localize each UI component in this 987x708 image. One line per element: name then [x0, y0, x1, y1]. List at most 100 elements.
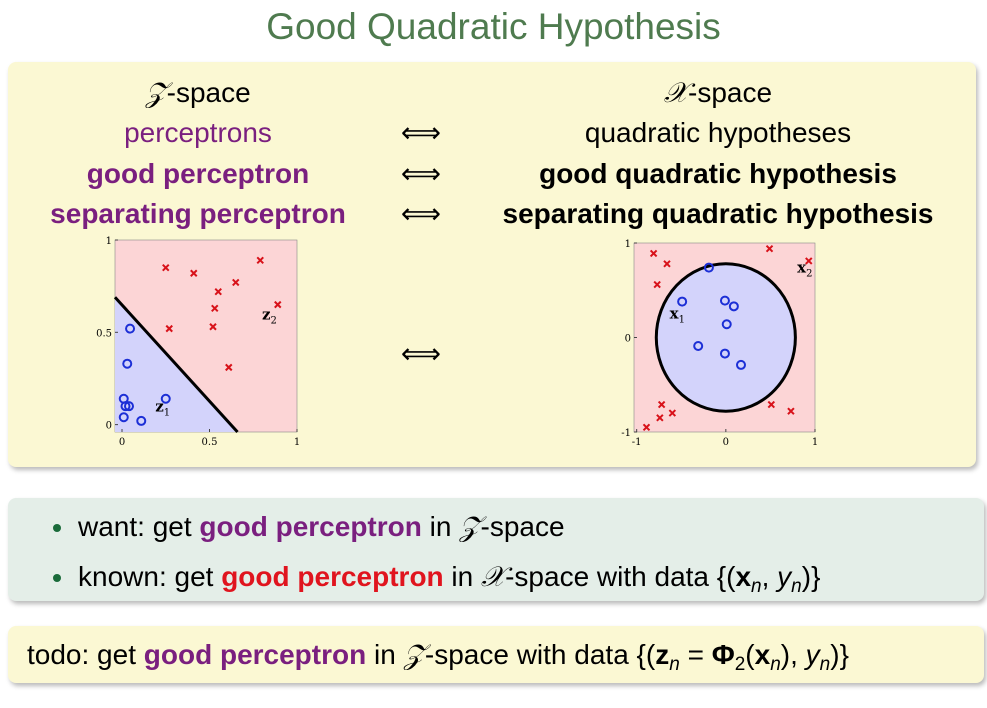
- y-tick-label: 0: [106, 421, 112, 432]
- text-run: 𝒵: [459, 510, 481, 543]
- text-run: -space with data {(: [505, 561, 736, 592]
- positive-point: [124, 401, 134, 412]
- label-text: z: [155, 398, 164, 416]
- x-tick-label: 0: [723, 437, 729, 448]
- text-run: y: [805, 639, 820, 670]
- x-tick-label: -1: [632, 437, 642, 448]
- text-run: 𝒳: [663, 76, 689, 109]
- text-run: )}: [830, 639, 849, 670]
- point-label: x1: [670, 305, 685, 326]
- text-run: in: [366, 639, 404, 670]
- row-right: 𝒳-space: [664, 76, 772, 110]
- negative-point: [668, 409, 677, 417]
- text-run: -space: [480, 511, 565, 542]
- x-tick-label: 1: [294, 437, 300, 448]
- positive-point: [160, 393, 171, 404]
- text-run: good perceptron: [86, 158, 310, 189]
- text-run: n: [791, 576, 802, 597]
- text-run: 𝒵: [145, 76, 167, 109]
- label-text: x: [797, 258, 807, 276]
- y-tick-label: 0: [625, 334, 631, 345]
- negative-point: [274, 300, 282, 309]
- point-label: z2: [262, 305, 277, 326]
- positive-point: [125, 323, 136, 334]
- text-run: 𝒳: [481, 560, 506, 593]
- text-run: x: [735, 561, 752, 592]
- negative-point: [657, 400, 666, 409]
- bullet-box: [8, 498, 984, 601]
- negative-point: [209, 323, 217, 331]
- text-run: -space: [688, 77, 773, 108]
- positive-point: [120, 401, 131, 412]
- negative-point: [656, 414, 664, 422]
- bullet-dot: [53, 574, 61, 582]
- negative-point: [805, 257, 813, 265]
- slide-title: Good Quadratic Hypothesis: [266, 6, 721, 47]
- text-run: todo: get: [27, 639, 144, 670]
- label-text: x: [670, 305, 680, 323]
- bullet: known: get good perceptron in 𝒳-space wi…: [78, 560, 820, 604]
- text-run: -space with data {(: [424, 639, 656, 670]
- negative-point: [165, 324, 173, 333]
- text-run: separating quadratic hypothesis: [502, 198, 934, 229]
- text-run: want: get: [78, 511, 200, 542]
- text-run: )}: [801, 561, 821, 592]
- text-run: perceptrons: [124, 117, 272, 148]
- text-run: good perceptron: [143, 639, 367, 670]
- text-run: (: [745, 639, 755, 670]
- negative-point: [649, 249, 658, 258]
- positive-point: [735, 359, 746, 370]
- positive-point: [721, 319, 732, 330]
- text-run: good perceptron: [221, 561, 444, 592]
- positive-point: [728, 301, 739, 312]
- negative-point: [214, 287, 222, 296]
- text-run: known: get: [78, 561, 222, 592]
- text-run: ,: [761, 561, 778, 592]
- x-tick-label: 0: [119, 437, 125, 448]
- negative-point: [190, 269, 198, 277]
- text-run: in: [443, 561, 482, 592]
- arrow: ⟺: [400, 338, 442, 369]
- row-right: good quadratic hypothesis: [539, 157, 897, 191]
- label-sub: 1: [679, 315, 685, 326]
- todo: todo: get good perceptron in 𝒵-space wit…: [27, 638, 849, 682]
- negative-point: [653, 280, 661, 289]
- text-run: -space: [166, 77, 251, 108]
- arrow: ⟺: [400, 117, 442, 148]
- text-run: =: [679, 639, 712, 670]
- negative-point: [232, 278, 240, 287]
- text-run: separating perceptron: [50, 198, 346, 229]
- todo-box: [8, 626, 984, 683]
- label-sub: 2: [271, 315, 277, 326]
- row-left: perceptrons: [124, 116, 272, 150]
- row-left: 𝒵-space: [145, 76, 250, 110]
- bullet-dot: [53, 524, 61, 532]
- row-left: good perceptron: [87, 157, 309, 191]
- text-run: ),: [780, 639, 806, 670]
- text-run: good perceptron: [199, 511, 422, 542]
- negative-point: [767, 400, 776, 409]
- text-run: Φ: [711, 639, 735, 670]
- text-run: 2: [734, 654, 746, 675]
- decision-boundary: [654, 262, 797, 413]
- negative-point: [225, 363, 233, 372]
- negative-point: [162, 263, 170, 272]
- label-text: z: [262, 305, 271, 323]
- x-tick-label: 0.5: [202, 437, 218, 448]
- row-right: quadratic hypotheses: [585, 116, 851, 150]
- x-tick-label: 1: [812, 437, 818, 448]
- negative-point: [663, 260, 671, 268]
- text-run: quadratic hypotheses: [584, 117, 852, 148]
- text-run: z: [655, 639, 670, 670]
- text-run: 𝒵: [403, 638, 425, 671]
- row-right: separating quadratic hypothesis: [503, 197, 934, 231]
- text-run: x: [754, 639, 771, 670]
- point-label: x2: [797, 258, 812, 279]
- positive-point: [703, 262, 714, 273]
- negative-point: [787, 407, 795, 415]
- y-tick-label: 1: [625, 239, 631, 250]
- text-run: good quadratic hypothesis: [539, 158, 897, 189]
- text-run: n: [669, 654, 680, 675]
- decision-boundary: [113, 296, 239, 434]
